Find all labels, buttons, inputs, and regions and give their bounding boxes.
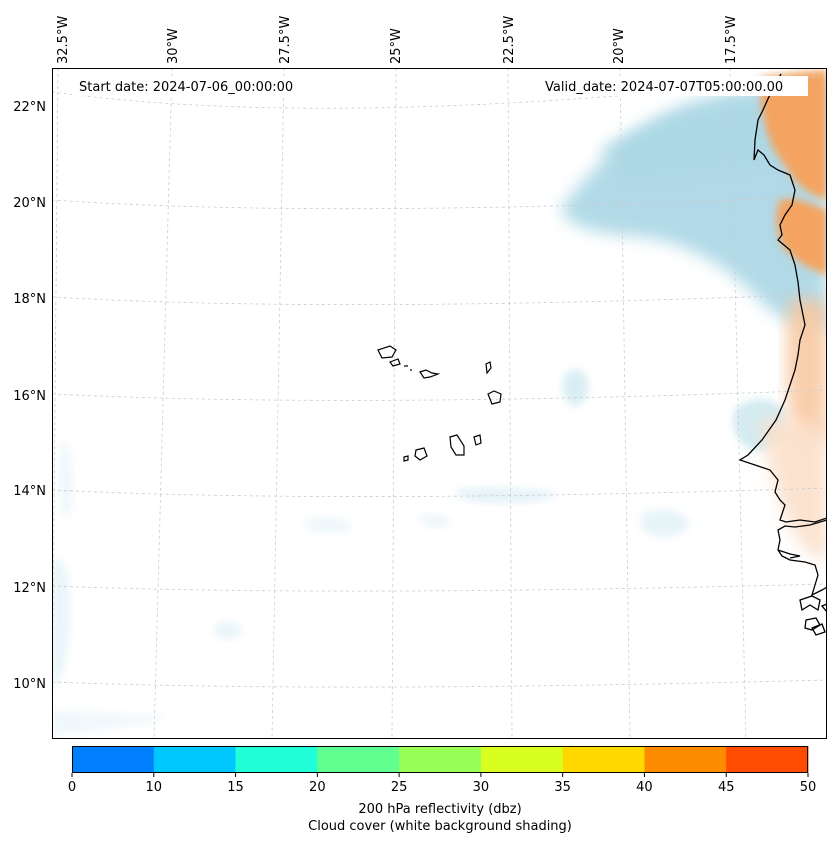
colorbar-ticks: 0 10 15 20 25 30 35 40 45 50 [68,773,816,795]
lat-label: 12°N [13,581,46,596]
sao-nicolau-island [419,369,441,379]
colorbar-segment [153,746,237,773]
colorbar-tick-label: 15 [227,780,244,795]
lat-label: 20°N [13,196,46,211]
santiago-island [449,434,465,456]
map-frame [52,68,827,739]
lon-label: 32.5°W [56,16,71,64]
lon-label: 22.5°W [502,16,517,64]
colorbar-tick-label: 45 [718,780,735,795]
colorbar-segment [726,746,809,773]
colorbar-tick-label: 50 [800,780,817,795]
lon-label: 27.5°W [278,16,293,64]
colorbar-tick-label: 0 [68,780,76,795]
lon-label: 30°W [166,28,181,64]
sao-vicente-island [389,358,401,367]
colorbar-segment [562,746,645,773]
colorbar-frame [72,746,808,773]
start-date-label: Start date: 2024-07-06_00:00:00 [79,80,293,95]
colorbar-tick-label: 35 [554,780,571,795]
lat-label: 14°N [13,484,46,499]
start-date-box [72,76,314,96]
longitude-labels: 32.5°W 30°W 27.5°W 25°W 22.5°W 20°W 17.5… [56,16,739,64]
cloud-cover-shading [52,80,827,735]
colorbar-tick-label: 40 [636,780,653,795]
lat-label: 18°N [13,292,46,307]
cape-verde-islands [377,345,502,462]
sal-island [485,361,492,375]
lon-label: 17.5°W [724,16,739,64]
colorbar-segment [644,746,727,773]
colorbar-segment [399,746,482,773]
lon-label: 25°W [389,28,404,64]
latitude-labels: 22°N 20°N 18°N 16°N 14°N 12°N 10°N [13,100,46,692]
valid-date-box [540,76,808,96]
colorbar-label-line1: 200 hPa reflectivity (dbz) [358,802,521,817]
lon-label: 20°W [612,28,627,64]
lat-label: 10°N [13,677,46,692]
colorbar-segment [480,746,564,773]
map-layers [52,68,827,739]
maio-island [473,434,482,446]
colorbar-segment [317,746,400,773]
boa-vista-island [487,390,502,405]
colorbar-segment [72,746,155,773]
african-coastline [738,73,827,636]
colorbar-tick-label: 20 [309,780,326,795]
colorbar-tick-label: 25 [391,780,408,795]
lat-label: 16°N [13,389,46,404]
colorbar [72,746,809,773]
colorbar-tick-label: 10 [146,780,163,795]
fogo-island [414,447,428,461]
colorbar-label-line2: Cloud cover (white background shading) [308,819,572,834]
colorbar-segment [235,746,318,773]
santo-antao-island [377,345,397,359]
brava-island [403,455,409,462]
valid-date-label: Valid_date: 2024-07-07T05:00:00.00 [545,80,783,95]
lat-label: 22°N [13,100,46,115]
colorbar-tick-label: 30 [473,780,490,795]
